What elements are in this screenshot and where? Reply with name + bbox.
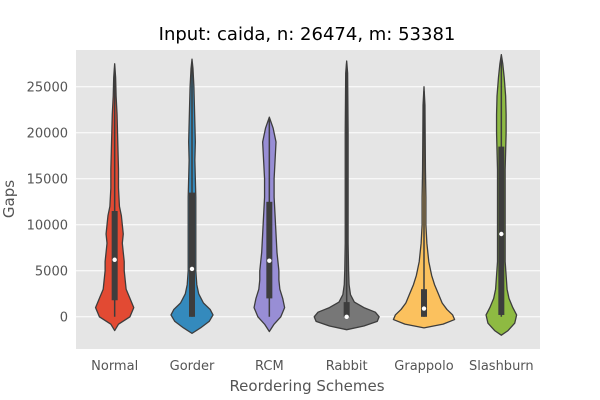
y-tick-labels: 0 5000 10000 15000 20000 25000	[27, 80, 68, 325]
y-axis-label: Gaps	[0, 180, 18, 218]
violin-iqr-box	[498, 146, 505, 315]
x-tick-label: Slashburn	[469, 359, 534, 374]
violin-iqr-box	[343, 302, 350, 317]
x-tick-label: RCM	[255, 359, 284, 374]
y-tick-label: 15000	[27, 172, 68, 187]
violin-iqr-box	[189, 192, 195, 317]
violin-iqr-box	[111, 211, 118, 301]
y-tick-label: 0	[60, 310, 68, 325]
violin-median-dot	[112, 257, 117, 262]
violin-iqr-box	[266, 201, 273, 299]
x-tick-label: Grappolo	[394, 359, 453, 374]
violin-median-dot	[421, 306, 427, 311]
y-tick-label: 25000	[27, 80, 68, 95]
plot-area	[76, 50, 540, 349]
y-tick-label: 20000	[27, 126, 68, 141]
x-axis-label: Reordering Schemes	[229, 377, 384, 395]
violin-median-dot	[267, 258, 272, 263]
violin-median-dot	[344, 314, 349, 319]
chart-title: Input: caida, n: 26474, m: 53381	[159, 24, 456, 45]
x-tick-label: Gorder	[170, 359, 215, 374]
x-tick-labels: Normal Gorder RCM Rabbit Grappolo Slashburn	[91, 359, 534, 374]
x-tick-label: Rabbit	[326, 359, 368, 374]
grid-lines	[76, 86, 540, 318]
violin-median-dot	[499, 231, 504, 237]
violin-median-dot	[189, 266, 195, 272]
x-tick-label: Normal	[91, 359, 138, 374]
violin-iqr-box	[421, 289, 427, 317]
y-tick-label: 10000	[27, 218, 68, 233]
y-tick-label: 5000	[35, 264, 68, 279]
violins	[94, 53, 518, 336]
